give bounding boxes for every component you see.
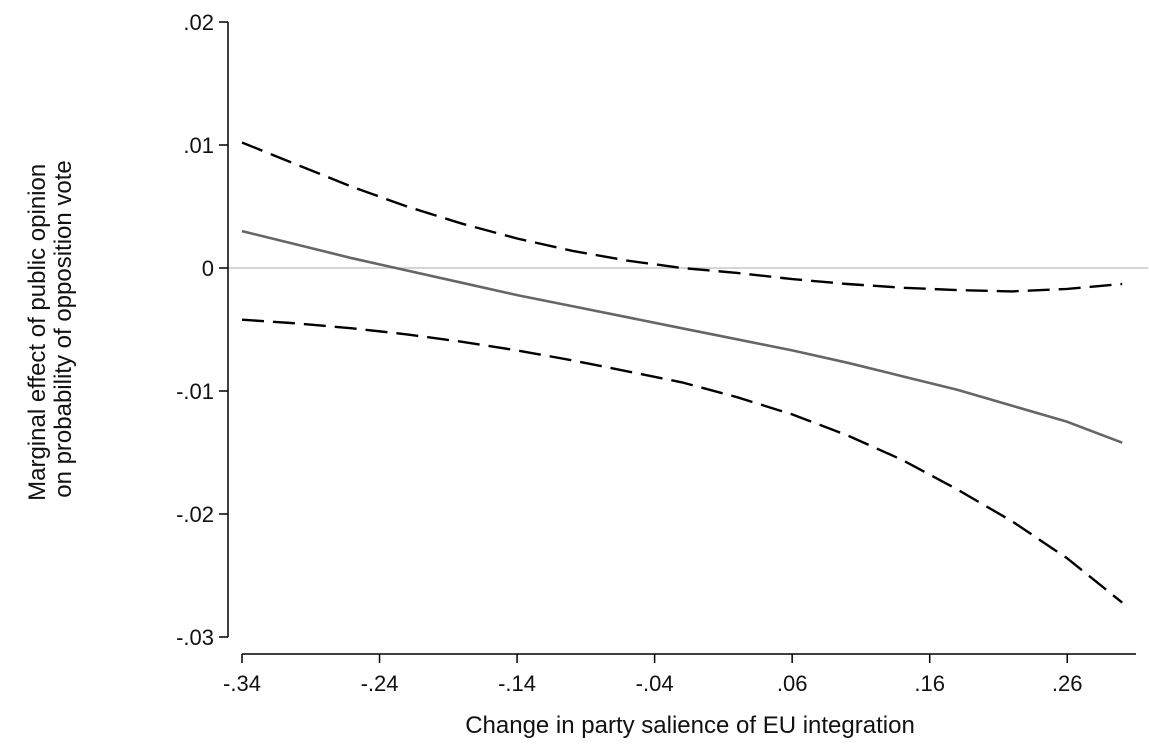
y-tick-label: -.03 bbox=[176, 625, 214, 650]
y-tick-label: .01 bbox=[183, 133, 214, 158]
x-tick-label: -.34 bbox=[223, 671, 261, 696]
x-axis-title: Change in party salience of EU integrati… bbox=[465, 712, 915, 739]
plot-area bbox=[228, 141, 1148, 604]
x-tick-label: .06 bbox=[777, 671, 808, 696]
x-tick-label: .26 bbox=[1052, 671, 1083, 696]
y-tick-label: 0 bbox=[202, 256, 214, 281]
y-axis-title: Marginal effect of public opinion on pro… bbox=[24, 157, 77, 501]
y-axis-title-line-2: on probability of opposition vote bbox=[50, 160, 77, 498]
x-tick-label: -.24 bbox=[361, 671, 399, 696]
series-line-upper-ci bbox=[241, 141, 1123, 293]
y-tick-label: .02 bbox=[183, 10, 214, 35]
x-tick-label: -.04 bbox=[636, 671, 674, 696]
y-tick-label: -.01 bbox=[176, 379, 214, 404]
axes: .02 .01 0 -.01 -.02 -.03 -.34 -.24 -.14 -.04 .06 .1… bbox=[176, 10, 1136, 696]
y-tick-label: -.02 bbox=[176, 502, 214, 527]
x-tick-label: .16 bbox=[914, 671, 945, 696]
series-line-estimate bbox=[241, 229, 1123, 444]
y-axis-title-line-1: Marginal effect of public opinion bbox=[24, 164, 51, 501]
x-tick-label: -.14 bbox=[498, 671, 536, 696]
series-line-lower-ci bbox=[241, 318, 1123, 604]
